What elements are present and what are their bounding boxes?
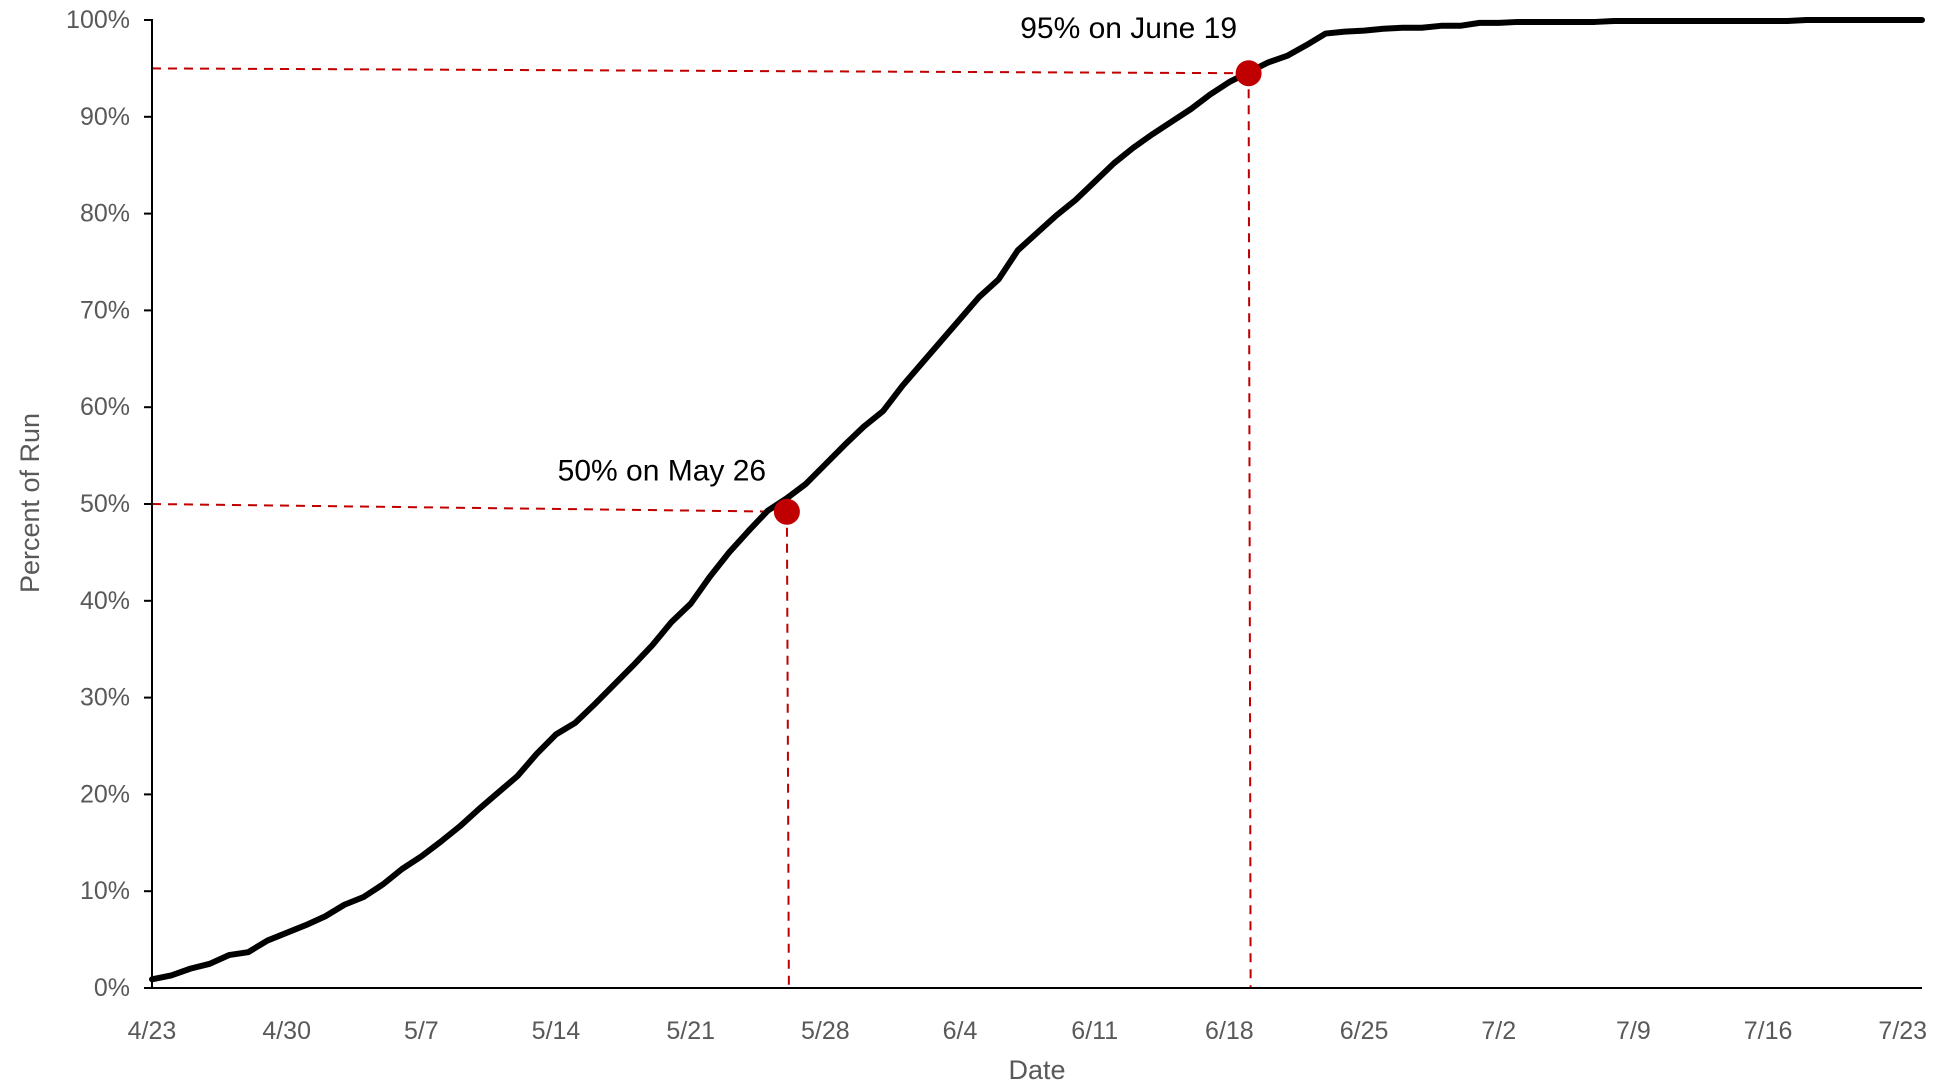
x-tick-label: 4/23: [128, 1017, 177, 1045]
annotation-label-1: 95% on June 19: [1020, 12, 1237, 45]
x-tick-label: 7/16: [1744, 1017, 1793, 1045]
y-tick-label: 90%: [80, 103, 130, 131]
y-tick-label: 80%: [80, 200, 130, 228]
y-tick-label: 50%: [80, 490, 130, 518]
annotation-guide-horizontal-1: [151, 67, 1249, 75]
y-tick-label: 100%: [66, 6, 130, 34]
x-tick-label: 6/18: [1205, 1017, 1254, 1045]
annotation-layer: [151, 67, 1252, 989]
y-tick-label: 10%: [80, 877, 130, 905]
axis-layer: [144, 19, 1922, 989]
x-tick-label: 6/4: [943, 1017, 978, 1045]
annotation-guide-vertical-0: [785, 511, 790, 989]
y-tick-label: 60%: [80, 393, 130, 421]
x-tick-label: 7/2: [1481, 1017, 1516, 1045]
y-tick-label: 40%: [80, 587, 130, 615]
y-tick-label: 20%: [80, 780, 130, 808]
y-axis-title: Percent of Run: [15, 413, 45, 593]
annotation-label-0: 50% on May 26: [558, 455, 766, 488]
x-tick-label: 5/28: [801, 1017, 850, 1045]
y-tick-label: 30%: [80, 684, 130, 712]
x-tick-label: 7/23: [1878, 1017, 1927, 1045]
x-tick-label: 5/21: [666, 1017, 715, 1045]
text-layer: 0% 10% 20% 30% 40% 50% 60% 70% 80% 90% 100% 4/23 4/3…: [15, 6, 1927, 1085]
x-tick-label: 6/25: [1340, 1017, 1389, 1045]
series-line-0: [149, 17, 1925, 983]
x-tick-label: 7/9: [1616, 1017, 1651, 1045]
annotation-guide-vertical-1: [1247, 73, 1252, 989]
x-axis-title: Date: [1008, 1055, 1065, 1085]
x-tick-label: 5/14: [532, 1017, 581, 1045]
y-tick-label: 0%: [94, 974, 130, 1002]
x-tick-label: 5/7: [404, 1017, 439, 1045]
y-tick-label: 70%: [80, 296, 130, 324]
annotation-point-1: [1235, 60, 1262, 87]
annotation-guide-horizontal-0: [151, 503, 787, 513]
series-layer: [149, 17, 1925, 983]
x-tick-label: 4/30: [262, 1017, 311, 1045]
x-tick-label: 6/11: [1071, 1017, 1118, 1045]
annotation-point-0: [773, 498, 800, 525]
